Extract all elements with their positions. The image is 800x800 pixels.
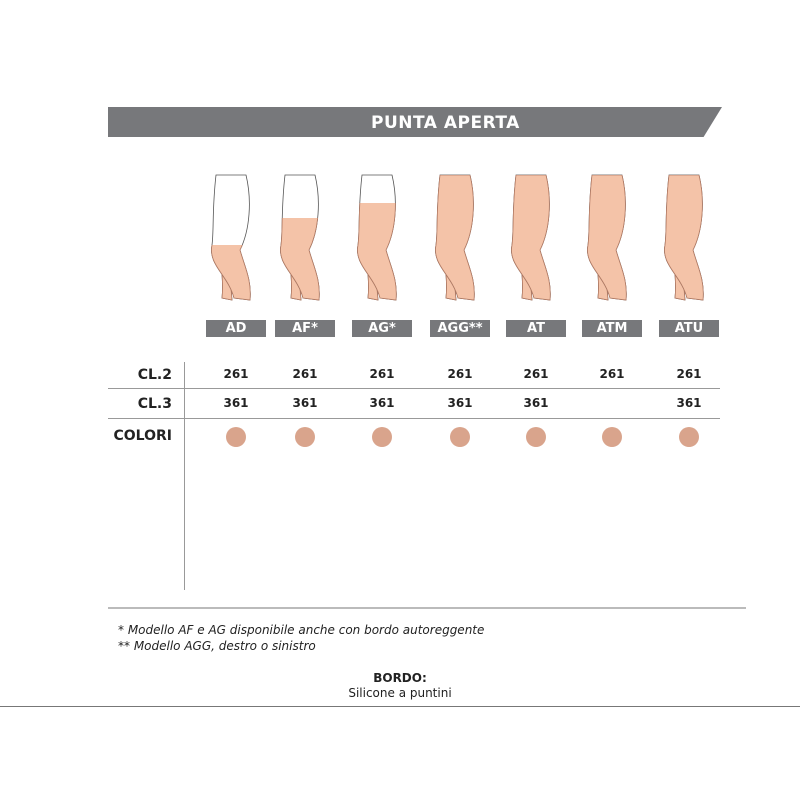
- color-swatch: [372, 427, 392, 447]
- color-swatch: [226, 427, 246, 447]
- model-label: AGG**: [430, 320, 490, 337]
- cl2-value: 261: [292, 367, 318, 381]
- color-swatch: [295, 427, 315, 447]
- color-swatch: [450, 427, 470, 447]
- cl3-value: 361: [292, 396, 318, 410]
- model-label: AT: [506, 320, 566, 337]
- column-divider: [184, 362, 185, 590]
- cl3-value: 361: [676, 396, 702, 410]
- border-value: Silicone a puntini: [348, 686, 452, 700]
- border-label: BORDO:: [373, 671, 427, 685]
- footnote-2: ** Modello AGG, destro o sinistro: [118, 639, 316, 653]
- leg-illustration: [435, 174, 475, 301]
- model-label: ATU: [659, 320, 719, 337]
- footer-divider: [108, 607, 746, 609]
- footnote-1: * Modello AF e AG disponibile anche con …: [118, 623, 485, 637]
- row-label-cl2: CL.2: [137, 367, 172, 383]
- row-label-colori: COLORI: [113, 428, 173, 444]
- cl2-value: 261: [369, 367, 395, 381]
- model-label: AD: [206, 320, 266, 337]
- cl3-value: 361: [369, 396, 395, 410]
- model-label: AF*: [275, 320, 335, 337]
- cl3-value: 361: [223, 396, 249, 410]
- cl3-value: 361: [523, 396, 549, 410]
- row-divider: [108, 418, 720, 419]
- cl2-value: 261: [599, 367, 625, 381]
- section-title: PUNTA APERTA: [371, 113, 520, 133]
- leg-illustration: [280, 174, 320, 301]
- cl2-value: 261: [447, 367, 473, 381]
- color-swatch: [679, 427, 699, 447]
- leg-illustration: [211, 174, 251, 301]
- cl3-value: 361: [447, 396, 473, 410]
- model-label: ATM: [582, 320, 642, 337]
- leg-illustration: [511, 174, 551, 301]
- stocking-illustrations: [211, 174, 704, 301]
- cl2-value: 261: [223, 367, 249, 381]
- color-swatch: [526, 427, 546, 447]
- leg-illustration: [357, 174, 397, 301]
- leg-illustration: [664, 174, 704, 301]
- row-label-cl3: CL.3: [137, 396, 172, 412]
- leg-illustration: [587, 174, 627, 301]
- bottom-rule: [0, 706, 800, 707]
- row-divider: [108, 388, 720, 389]
- section-header: PUNTA APERTA: [108, 107, 722, 137]
- cl2-value: 261: [676, 367, 702, 381]
- model-label: AG*: [352, 320, 412, 337]
- color-swatch: [602, 427, 622, 447]
- cl2-value: 261: [523, 367, 549, 381]
